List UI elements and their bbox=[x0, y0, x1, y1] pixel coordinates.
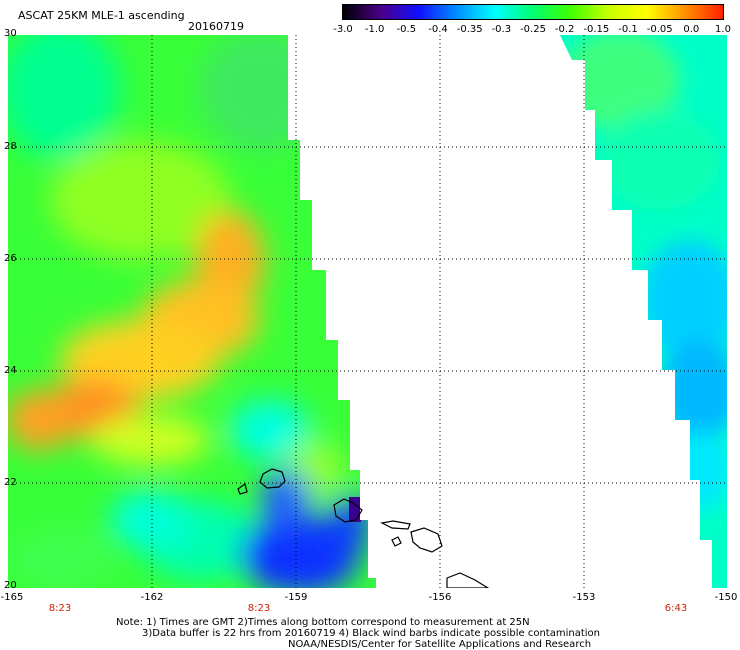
colorbar-tick-label: 1.0 bbox=[715, 24, 731, 35]
island-niihau bbox=[237, 482, 248, 495]
island-kauai bbox=[259, 468, 286, 489]
island-molokai bbox=[380, 520, 411, 530]
lat-label-22: 22 bbox=[4, 477, 17, 488]
lat-label-30: 30 bbox=[4, 28, 17, 39]
colorbar-tick-label: -1.0 bbox=[364, 24, 385, 35]
lon-label-150: -150 bbox=[714, 592, 738, 603]
lat-label-28: 28 bbox=[4, 141, 17, 152]
graticule bbox=[8, 35, 727, 588]
lat-label-26: 26 bbox=[4, 253, 17, 264]
product-date: 20160719 bbox=[188, 20, 244, 33]
colorbar-tick-label: -0.2 bbox=[554, 24, 575, 35]
lat-label-20: 20 bbox=[4, 580, 17, 591]
footer-credit: NOAA/NESDIS/Center for Satellite Applica… bbox=[288, 639, 592, 650]
swath-left bbox=[8, 35, 376, 588]
island-oahu bbox=[333, 498, 363, 523]
time-label-swath-center: 8:23 bbox=[247, 603, 271, 614]
lon-label-159: -159 bbox=[284, 592, 308, 603]
island-lanai bbox=[391, 536, 402, 547]
footer-note-2: 3)Data buffer is 22 hrs from 20160719 4)… bbox=[142, 628, 600, 639]
footer-note-1: Note: 1) Times are GMT 2)Times along bot… bbox=[116, 617, 530, 628]
colorbar-tick-label: -0.4 bbox=[428, 24, 448, 35]
island-coastlines bbox=[237, 468, 490, 588]
lon-label-156: -156 bbox=[428, 592, 452, 603]
swath-right bbox=[555, 35, 727, 588]
colorbar-tick-label: -0.1 bbox=[618, 24, 638, 35]
colorbar-tick-label: -0.35 bbox=[456, 24, 483, 35]
colorbar-tick-label: 0.0 bbox=[683, 24, 700, 35]
colorbar-tick-label: -3.0 bbox=[333, 24, 353, 35]
lon-label-162: -162 bbox=[140, 592, 164, 603]
time-label-swath-right: 6:43 bbox=[664, 603, 688, 614]
colorbar-tick-label: -0.05 bbox=[646, 24, 673, 35]
colorbar-tick-label: -0.25 bbox=[520, 24, 546, 35]
time-label-swath-left: 8:23 bbox=[48, 603, 72, 614]
lon-label-153: -153 bbox=[572, 592, 596, 603]
lat-label-24: 24 bbox=[4, 365, 17, 376]
island-hawaii bbox=[446, 572, 490, 588]
island-maui bbox=[410, 527, 443, 553]
colorbar bbox=[342, 4, 724, 20]
lon-label-165: -165 bbox=[0, 592, 24, 603]
product-title: ASCAT 25KM MLE-1 ascending bbox=[18, 9, 185, 22]
colorbar-tick-label: -0.15 bbox=[583, 24, 610, 35]
colorbar-tick-label: -0.5 bbox=[396, 24, 417, 35]
colorbar-tick-label: -0.3 bbox=[491, 24, 512, 35]
